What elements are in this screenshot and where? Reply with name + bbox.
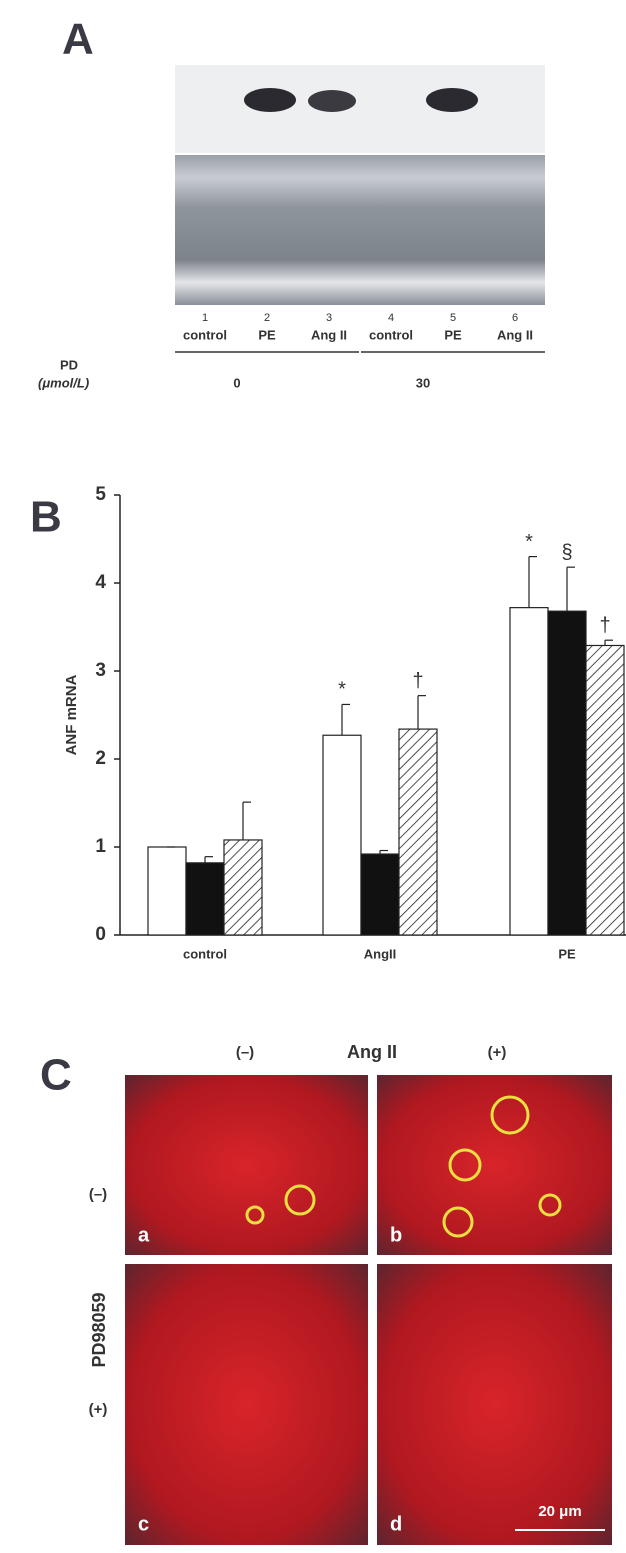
bar [322, 734, 362, 936]
lane-number: 4 [388, 312, 394, 324]
significance-marker: § [561, 541, 572, 563]
lane-number: 6 [512, 312, 518, 324]
dose-label: 30 [416, 375, 430, 390]
lane-number: 3 [326, 312, 332, 324]
band [426, 88, 478, 112]
micrograph [125, 1075, 368, 1255]
significance-marker: * [338, 679, 346, 701]
lane-number: 5 [450, 312, 456, 324]
panel-a-labels: 1 control 2 PE 3 Ang II 4 control 5 PE 6 Ang II 0 30 [175, 312, 545, 390]
error-bar [379, 849, 388, 855]
y-tick-label: 3 [95, 660, 106, 681]
bar [185, 862, 225, 936]
column-label: (+) [488, 1044, 507, 1061]
error-bar [528, 555, 537, 608]
y-tick-label: 4 [95, 572, 106, 593]
lane-label: Ang II [497, 327, 533, 342]
significance-marker: † [412, 670, 423, 692]
micrograph [377, 1075, 612, 1255]
row-label: (–) [89, 1186, 107, 1203]
error-bar [566, 566, 575, 612]
panel-label: A [62, 15, 94, 64]
band [244, 88, 296, 112]
micrograph [125, 1264, 368, 1545]
bar [547, 610, 587, 936]
y-tick-label: 5 [95, 484, 106, 505]
lane-label: control [369, 327, 413, 342]
y-tick-label: 0 [95, 924, 106, 945]
northern-blot [175, 65, 545, 153]
lane-label: control [183, 327, 227, 342]
image-label: c [138, 1513, 149, 1535]
lane-number: 2 [264, 312, 270, 324]
lane-label: PE [258, 327, 276, 342]
x-tick-label: AngII [364, 946, 397, 961]
image-label: a [138, 1224, 150, 1246]
error-bar [417, 695, 426, 730]
panel-label: C [40, 1051, 72, 1100]
x-tick-label: control [183, 946, 227, 961]
row-label: (+) [89, 1401, 108, 1418]
panel-label: B [30, 493, 62, 542]
error-bar [341, 703, 350, 736]
significance-marker: * [525, 531, 533, 553]
lane-number: 1 [202, 312, 208, 324]
band [308, 90, 356, 112]
lane-label: PE [444, 327, 462, 342]
y-tick-label: 2 [95, 748, 106, 769]
error-bar [204, 856, 213, 863]
scale-bar-label: 20 μm [538, 1503, 581, 1520]
row-unit: (μmol/L) [38, 375, 89, 390]
bar [585, 644, 625, 936]
bar [147, 846, 187, 936]
micrograph [377, 1264, 612, 1545]
bar [223, 839, 263, 936]
stained-cells [245, 1095, 562, 1238]
column-title: Ang II [347, 1042, 397, 1062]
gel [175, 155, 545, 305]
bar-chart: 0 1 2 3 4 5 control AngII * † PE * § † [95, 484, 626, 961]
image-label: b [390, 1224, 402, 1246]
row-title: PD98059 [89, 1292, 109, 1367]
y-axis-label: ANF mRNA [63, 674, 80, 755]
error-bar [242, 801, 251, 840]
column-label: (–) [236, 1044, 254, 1061]
dose-label: 0 [233, 375, 240, 390]
row-label: PD [60, 357, 78, 372]
bar [360, 853, 400, 936]
y-tick-label: 1 [95, 836, 106, 857]
significance-marker: † [599, 614, 610, 636]
lane-label: Ang II [311, 327, 347, 342]
error-bar [604, 639, 613, 646]
image-label: d [390, 1513, 402, 1535]
bar [398, 728, 438, 936]
bar [509, 607, 549, 936]
x-tick-label: PE [558, 946, 576, 961]
